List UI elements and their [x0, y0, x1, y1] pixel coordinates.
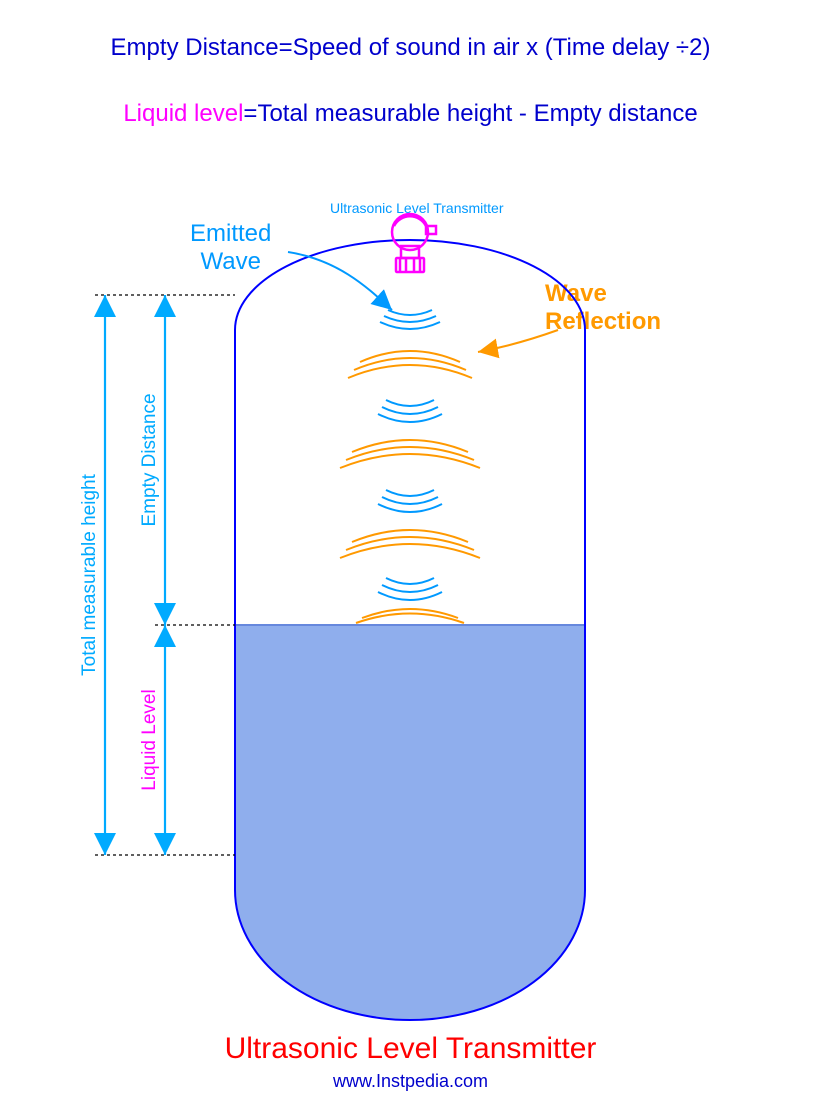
ultrasonic-sensor-icon	[392, 214, 436, 272]
diagram-title: Ultrasonic Level Transmitter	[0, 1032, 821, 1066]
label-total-measurable: Total measurable height	[79, 473, 100, 675]
reflection-pointer	[478, 330, 558, 352]
wave-arcs	[340, 310, 480, 623]
diagram-svg: Total measurable height Empty Distance L…	[0, 0, 821, 1114]
website-link: www.Instpedia.com	[0, 1071, 821, 1092]
label-liquid-level: Liquid Level	[139, 689, 160, 790]
label-empty-distance: Empty Distance	[139, 393, 160, 526]
emitted-pointer	[288, 252, 392, 310]
